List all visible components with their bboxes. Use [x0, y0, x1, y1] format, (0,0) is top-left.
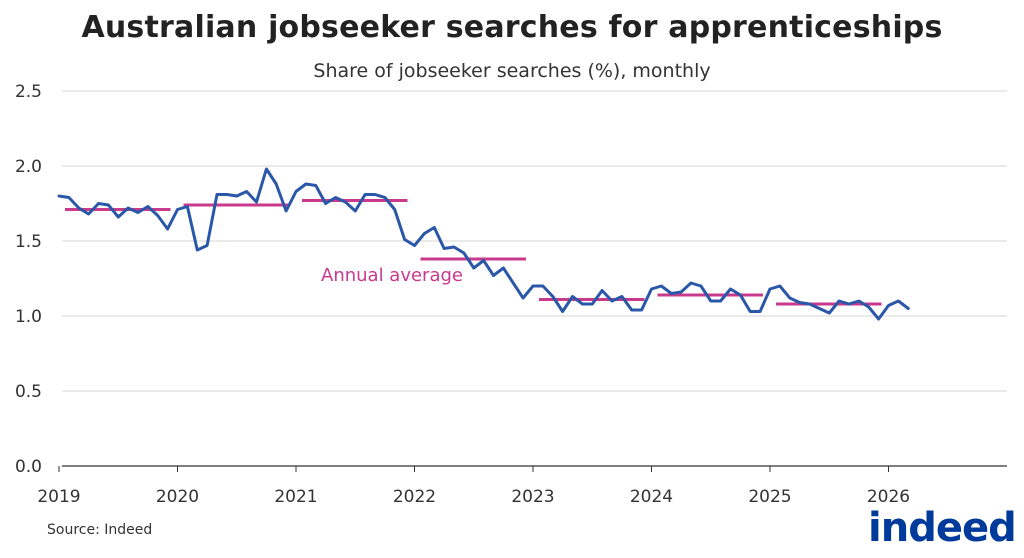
y-tick-label: 1.5 — [15, 232, 42, 252]
x-axis-ticks: 2019 2020 2021 2022 2023 2024 2025 2026 — [37, 466, 910, 507]
x-tick-label: 2023 — [511, 487, 554, 507]
chart-title: Australian jobseeker searches for appren… — [81, 10, 943, 45]
indeed-logo: indeed — [868, 505, 1017, 551]
x-tick-label: 2020 — [156, 487, 199, 507]
series-lines — [57, 167, 910, 321]
y-tick-label: 2.5 — [15, 82, 42, 102]
y-tick-label: 2.0 — [15, 157, 42, 177]
x-tick-label: 2019 — [37, 487, 80, 507]
source-note: Source: Indeed — [47, 522, 153, 538]
y-axis-ticks: 0.0 0.5 1.0 1.5 2.0 2.5 — [15, 82, 42, 477]
x-tick-label: 2021 — [274, 487, 317, 507]
x-tick-label: 2025 — [748, 487, 791, 507]
gridlines — [62, 90, 1007, 467]
x-tick-label: 2026 — [867, 487, 910, 507]
x-tick-label: 2024 — [630, 487, 673, 507]
y-tick-label: 0.0 — [15, 457, 42, 477]
annual-average-label: Annual average — [321, 265, 463, 286]
y-tick-label: 1.0 — [15, 307, 42, 327]
chart-subtitle: Share of jobseeker searches (%), monthly — [313, 60, 711, 82]
series-line-0 — [57, 167, 910, 321]
annual-average-lines — [65, 199, 882, 306]
x-tick-label: 2022 — [393, 487, 436, 507]
y-tick-label: 0.5 — [15, 382, 42, 402]
